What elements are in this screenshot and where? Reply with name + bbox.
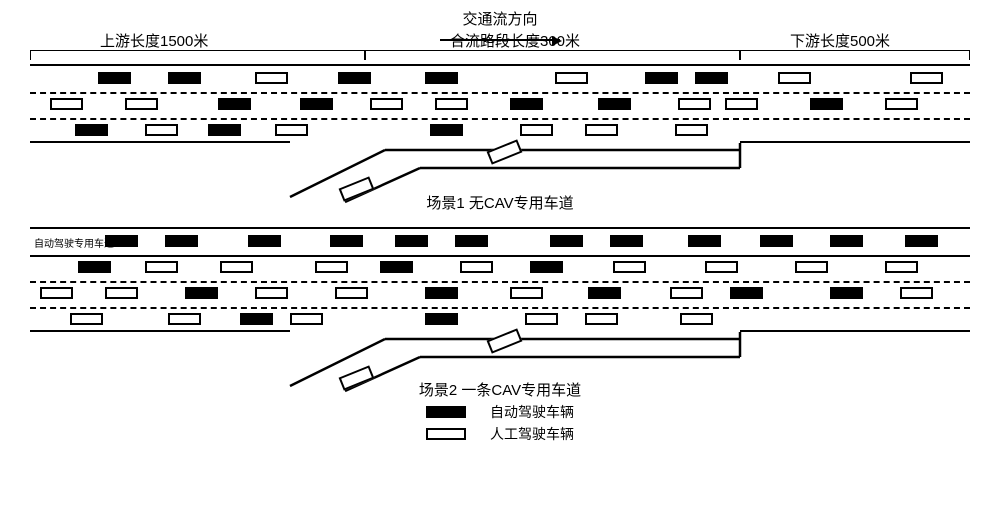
white-vehicle: [435, 98, 468, 110]
white-vehicle: [168, 313, 201, 325]
black-vehicle: [218, 98, 251, 110]
white-vehicle: [145, 124, 178, 136]
white-vehicle: [275, 124, 308, 136]
legend-white-box: [426, 428, 466, 440]
white-vehicle: [795, 261, 828, 273]
white-vehicle: [460, 261, 493, 273]
white-vehicle: [315, 261, 348, 273]
black-vehicle: [425, 72, 458, 84]
white-vehicle: [290, 313, 323, 325]
black-vehicle: [588, 287, 621, 299]
black-vehicle: [425, 313, 458, 325]
merge-label: 合流路段长度300米: [450, 30, 580, 51]
black-vehicle: [430, 124, 463, 136]
scenario2-ramp: [290, 331, 740, 391]
white-vehicle: [220, 261, 253, 273]
black-vehicle: [810, 98, 843, 110]
black-vehicle: [510, 98, 543, 110]
scenario1-block: 场景1 无CAV专用车道: [30, 64, 970, 213]
white-vehicle: [705, 261, 738, 273]
arrow-label: 交通流方向: [462, 8, 537, 29]
black-vehicle: [760, 235, 793, 247]
section-labels: 交通流方向 上游长度1500米 合流路段长度300米 下游长度500米: [30, 8, 970, 50]
legend-black-box: [426, 406, 466, 418]
black-vehicle: [338, 72, 371, 84]
scenario2-road: 自动驾驶专用车道: [30, 227, 970, 331]
black-vehicle: [830, 287, 863, 299]
black-vehicle: [730, 287, 763, 299]
white-vehicle: [520, 124, 553, 136]
bracket-merge: [365, 50, 740, 60]
legend-black-label: 自动驾驶车辆: [490, 402, 574, 422]
white-vehicle: [613, 261, 646, 273]
white-vehicle: [670, 287, 703, 299]
legend-white-label: 人工驾驶车辆: [490, 424, 574, 444]
black-vehicle: [330, 235, 363, 247]
scenario1-ramp: [290, 142, 740, 202]
white-vehicle: [585, 124, 618, 136]
black-vehicle: [240, 313, 273, 325]
black-vehicle: [598, 98, 631, 110]
black-vehicle: [300, 98, 333, 110]
white-vehicle: [680, 313, 713, 325]
white-vehicle: [145, 261, 178, 273]
black-vehicle: [168, 72, 201, 84]
bracket-downstream: [740, 50, 970, 60]
white-vehicle: [885, 98, 918, 110]
dedicated-lane-label: 自动驾驶专用车道: [34, 235, 114, 250]
black-vehicle: [185, 287, 218, 299]
black-vehicle: [248, 235, 281, 247]
scenario2-block: 自动驾驶专用车道 场景2 一条CAV专用车道: [30, 227, 970, 400]
white-vehicle: [255, 287, 288, 299]
scenario1-road: [30, 64, 970, 142]
black-vehicle: [105, 235, 138, 247]
bracket-upstream: [30, 50, 365, 60]
white-vehicle: [40, 287, 73, 299]
white-vehicle: [70, 313, 103, 325]
black-vehicle: [208, 124, 241, 136]
white-vehicle: [50, 98, 83, 110]
legend: 自动驾驶车辆 人工驾驶车辆: [30, 402, 970, 444]
black-vehicle: [830, 235, 863, 247]
white-vehicle: [105, 287, 138, 299]
white-vehicle: [125, 98, 158, 110]
upstream-label: 上游长度1500米: [100, 30, 208, 51]
black-vehicle: [905, 235, 938, 247]
white-vehicle: [255, 72, 288, 84]
black-vehicle: [688, 235, 721, 247]
downstream-label: 下游长度500米: [790, 30, 890, 51]
white-vehicle: [675, 124, 708, 136]
black-vehicle: [165, 235, 198, 247]
black-vehicle: [78, 261, 111, 273]
white-vehicle: [525, 313, 558, 325]
black-vehicle: [645, 72, 678, 84]
black-vehicle: [550, 235, 583, 247]
black-vehicle: [75, 124, 108, 136]
white-vehicle: [335, 287, 368, 299]
white-vehicle: [725, 98, 758, 110]
black-vehicle: [98, 72, 131, 84]
black-vehicle: [530, 261, 563, 273]
black-vehicle: [380, 261, 413, 273]
white-vehicle: [885, 261, 918, 273]
white-vehicle: [678, 98, 711, 110]
white-vehicle: [370, 98, 403, 110]
black-vehicle: [610, 235, 643, 247]
white-vehicle: [910, 72, 943, 84]
white-vehicle: [585, 313, 618, 325]
black-vehicle: [395, 235, 428, 247]
black-vehicle: [695, 72, 728, 84]
black-vehicle: [455, 235, 488, 247]
white-vehicle: [900, 287, 933, 299]
black-vehicle: [425, 287, 458, 299]
white-vehicle: [555, 72, 588, 84]
white-vehicle: [510, 287, 543, 299]
white-vehicle: [778, 72, 811, 84]
